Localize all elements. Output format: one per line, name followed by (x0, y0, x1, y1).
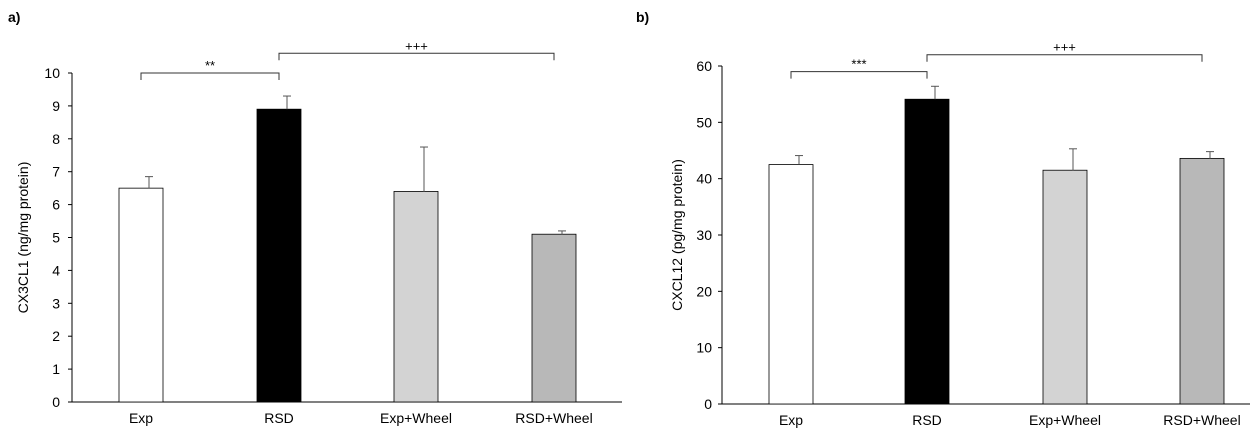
bar-exp-wheel (393, 191, 439, 403)
significance-label: ** (205, 58, 215, 73)
y-axis-label: CX3CL1 (ng/mg protein) (15, 162, 31, 314)
category-label: RSD+Wheel (515, 410, 592, 426)
y-tick-label: 30 (696, 227, 712, 243)
y-tick-label: 6 (52, 197, 60, 213)
y-tick-label: 0 (704, 396, 712, 412)
significance-label: +++ (1053, 40, 1076, 55)
bar-exp (768, 164, 814, 405)
chart-panel-b: b) 0 10 20 30 40 50 60 CXCL12 (pg/mg protein) Exp… (636, 9, 1250, 428)
y-axis-label: CXCL12 (pg/mg protein) (669, 159, 685, 311)
y-tick-label: 40 (696, 171, 712, 187)
y-tick-label: 3 (52, 295, 60, 311)
category-label: RSD+Wheel (1163, 412, 1240, 428)
y-tick-label: 10 (696, 340, 712, 356)
category-label: Exp+Wheel (380, 410, 452, 426)
bar-rsd (256, 108, 302, 403)
significance-bracket (278, 52, 555, 61)
bar-rsd (904, 98, 950, 405)
y-tick-label: 9 (52, 98, 60, 114)
y-tick-label: 60 (696, 58, 712, 74)
panel-label: a) (8, 9, 20, 25)
chart-panel-a: a) 0 1 2 3 4 5 6 7 8 9 10 CX3CL1 (ng/mg protein) Exp R… (8, 9, 622, 426)
significance-bracket (790, 71, 928, 79)
bar-rsd-wheel (531, 233, 577, 403)
y-tick-label: 50 (696, 114, 712, 130)
y-tick-label: 4 (52, 262, 60, 278)
significance-bracket (926, 54, 1203, 62)
bar-exp-wheel (1042, 169, 1088, 405)
y-tick-label: 0 (52, 394, 60, 410)
bar-rsd-wheel (1179, 157, 1225, 405)
y-tick-label: 8 (52, 131, 60, 147)
y-tick-label: 7 (52, 164, 60, 180)
significance-bracket (140, 72, 280, 80)
y-tick-label: 5 (52, 230, 60, 246)
panel-label: b) (636, 9, 649, 25)
y-tick-label: 20 (696, 283, 712, 299)
category-label: Exp (129, 410, 153, 426)
y-tick-label: 2 (52, 328, 60, 344)
y-tick-label: 1 (52, 361, 60, 377)
y-tick-label: 10 (44, 65, 60, 81)
significance-label: *** (851, 57, 866, 72)
category-label: RSD (264, 410, 294, 426)
category-label: Exp+Wheel (1029, 412, 1101, 428)
category-label: Exp (779, 412, 803, 428)
bar-exp (118, 187, 164, 403)
category-label: RSD (912, 412, 942, 428)
significance-label: +++ (405, 38, 428, 53)
